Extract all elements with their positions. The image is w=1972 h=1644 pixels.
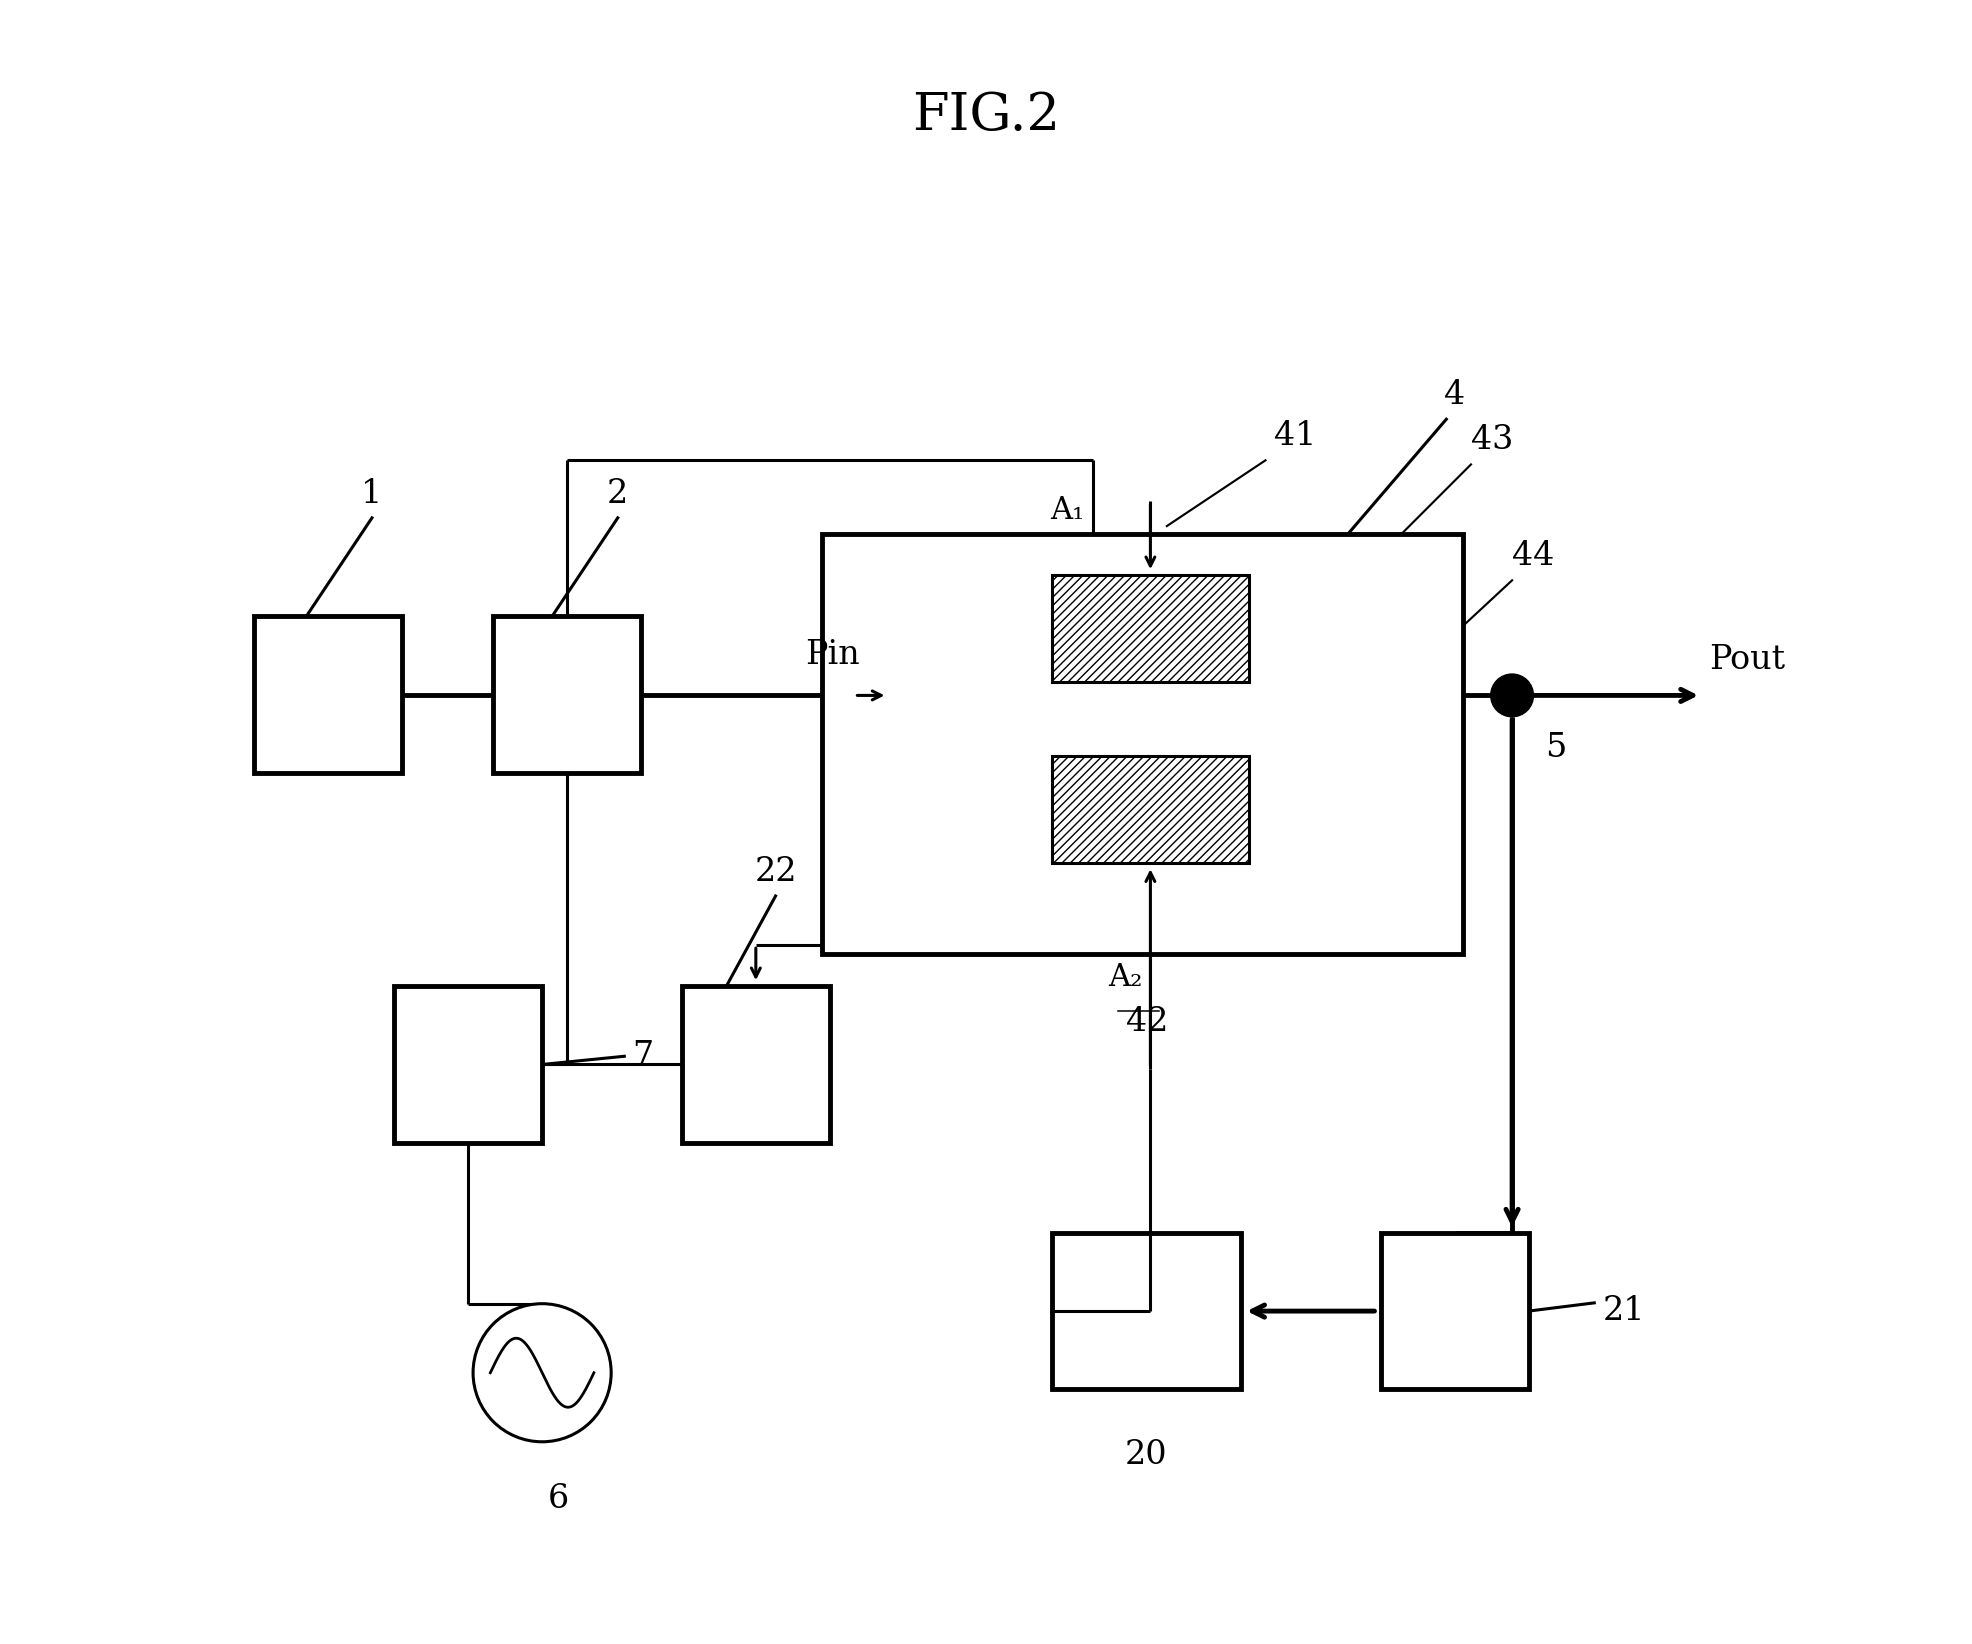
Text: Pout: Pout <box>1710 644 1785 676</box>
Text: 41: 41 <box>1274 421 1315 452</box>
Text: 42: 42 <box>1126 1006 1167 1037</box>
Text: Pin: Pin <box>805 640 860 671</box>
Text: A₁: A₁ <box>1051 495 1085 526</box>
Bar <box>1051 1233 1240 1389</box>
Text: 20: 20 <box>1124 1438 1167 1470</box>
Text: 44: 44 <box>1513 541 1554 572</box>
Text: FIG.2: FIG.2 <box>911 89 1061 141</box>
Text: 5: 5 <box>1544 732 1566 763</box>
Text: 21: 21 <box>1603 1295 1645 1327</box>
Text: 4: 4 <box>1444 380 1465 411</box>
Text: 43: 43 <box>1471 424 1513 457</box>
Circle shape <box>1491 674 1534 717</box>
Text: 2: 2 <box>607 478 629 510</box>
Bar <box>822 534 1463 954</box>
Text: 1: 1 <box>361 478 383 510</box>
Circle shape <box>473 1304 611 1442</box>
Bar <box>1051 756 1248 863</box>
Bar <box>1380 1233 1528 1389</box>
Bar <box>394 986 542 1143</box>
Text: 22: 22 <box>755 857 797 888</box>
Bar <box>1051 575 1248 682</box>
Bar <box>493 616 641 773</box>
Text: A₂: A₂ <box>1108 962 1142 993</box>
Text: 6: 6 <box>548 1483 570 1514</box>
Text: 7: 7 <box>633 1041 653 1072</box>
Bar <box>254 616 402 773</box>
Bar <box>682 986 830 1143</box>
